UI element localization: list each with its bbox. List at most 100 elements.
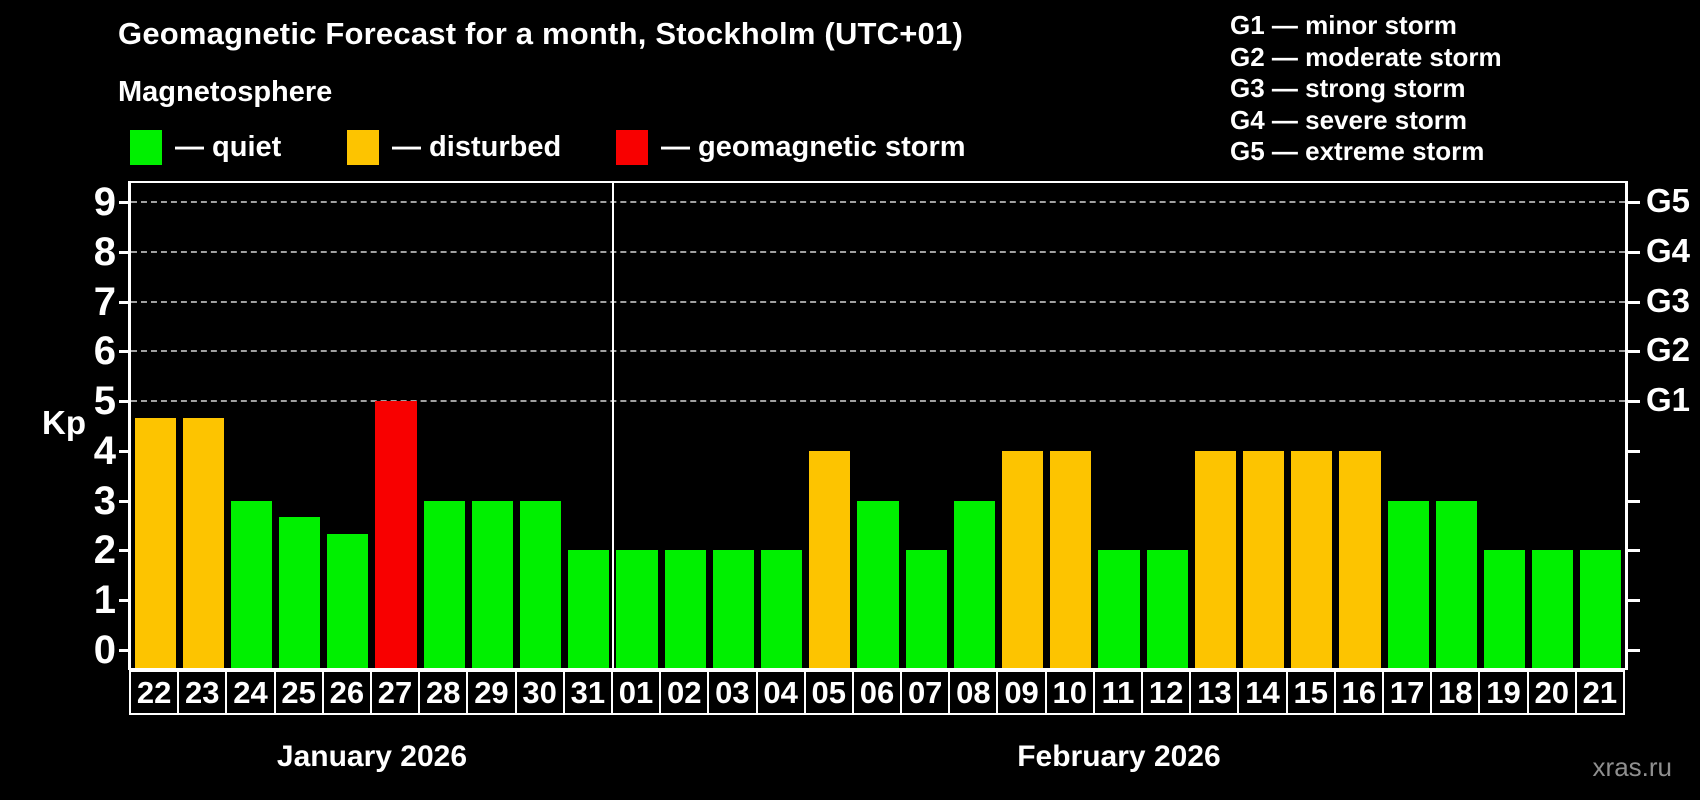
date-cell-21: 21 [1574,670,1625,715]
gridline-kp-9 [131,201,1625,203]
date-cell-15: 15 [1285,670,1336,715]
date-cell-30: 30 [514,670,565,715]
date-cell-25: 25 [273,670,324,715]
date-cell-22: 22 [129,670,180,715]
date-cell-03: 03 [707,670,758,715]
date-cell-05: 05 [803,670,854,715]
legend-storm-label: — geomagnetic storm [661,131,966,163]
date-cell-09: 09 [996,670,1047,715]
kp-bar-day-05 [809,450,851,668]
date-cell-01: 01 [610,670,662,715]
y-tick-label-8: 8 [93,229,116,274]
kp-bar-day-28 [423,500,465,668]
date-cell-10: 10 [1044,670,1095,715]
date-cell-16: 16 [1333,670,1385,715]
right-tick-kp-5 [1628,400,1640,404]
storm-scale-item: G1 — minor storm [1230,10,1457,40]
right-tick-kp-4 [1628,449,1640,453]
kp-bar-day-29 [471,500,514,668]
y-tick-label-7: 7 [93,279,116,324]
kp-bar-day-17 [1387,500,1429,668]
date-cell-29: 29 [466,670,517,715]
left-tick-kp-6 [119,350,131,354]
storm-scale-item: G4 — severe storm [1230,104,1468,135]
month-label-january: January 2026 [276,740,468,773]
date-cell-23: 23 [177,670,228,715]
date-cell-08: 08 [948,670,999,715]
right-tick-kp-6 [1628,350,1640,354]
kp-bar-day-20 [1532,550,1574,668]
kp-bar-day-07 [905,550,947,668]
g-level-label-G1: G1 [1646,381,1691,419]
date-cell-28: 28 [418,670,469,715]
legend-item-quiet: — quiet [130,130,281,165]
gridline-kp-8 [131,250,1625,253]
left-tick-kp-9 [119,201,131,204]
gridline-kp-6 [131,350,1625,353]
right-tick-kp-1 [1628,599,1640,603]
kp-bar-day-04 [761,550,803,668]
month-divider-line [611,183,614,668]
kp-bar-day-25 [279,517,321,668]
date-cell-20: 20 [1526,670,1577,715]
left-tick-kp-2 [119,549,131,553]
left-tick-kp-3 [119,499,131,503]
kp-bar-day-18 [1435,500,1477,668]
g-level-label-G4: G4 [1646,231,1691,269]
y-axis-label: Kp [42,404,86,441]
plot-area [128,181,1628,670]
y-tick-label-5: 5 [93,379,116,424]
kp-bar-day-14 [1242,450,1285,668]
kp-bar-day-01 [616,550,658,668]
kp-bar-day-23 [182,417,224,668]
date-cell-11: 11 [1092,670,1144,715]
kp-bar-day-13 [1194,450,1236,668]
date-cell-06: 06 [851,670,903,715]
kp-bar-day-12 [1146,550,1188,668]
kp-bar-day-31 [568,550,610,668]
date-cell-17: 17 [1382,670,1433,715]
date-cell-14: 14 [1237,670,1288,715]
quiet-color-swatch [130,130,162,165]
left-tick-kp-1 [119,599,131,603]
date-axis-strip: 22 23 24 25 26 27 28 29 30 31 01 02 03 04 05 06 07 08 09 10… [129,670,1629,715]
left-tick-kp-8 [119,250,131,254]
y-tick-label-0: 0 [93,628,116,672]
date-cell-31: 31 [562,670,613,715]
kp-bar-day-22 [134,417,176,668]
kp-bar-day-24 [230,500,273,668]
date-cell-18: 18 [1430,670,1481,715]
watermark: xras.ru [1592,752,1672,782]
g-level-label-G5: G5 [1646,182,1691,219]
right-tick-kp-7 [1628,300,1640,304]
disturbed-color-swatch [347,130,379,165]
y-tick-label-1: 1 [93,578,116,623]
storm-scale-item: G5 — extreme storm [1230,136,1485,167]
kp-bar-day-19 [1483,550,1526,668]
date-cell-13: 13 [1189,670,1240,715]
right-tick-kp-8 [1628,250,1640,254]
legend-quiet-label: — quiet [175,131,282,163]
gridline-kp-5 [131,400,1625,403]
right-tick-kp-0 [1628,649,1640,652]
left-tick-kp-0 [119,649,131,652]
date-cell-24: 24 [225,670,276,715]
chart-subtitle: Magnetosphere [118,76,333,108]
legend-item-storm: — geomagnetic storm [616,130,966,165]
storm-scale-item: G3 — strong storm [1230,73,1466,104]
g-level-label-G2: G2 [1646,331,1691,369]
kp-bar-day-15 [1291,450,1333,668]
y-tick-label-9: 9 [93,180,116,224]
month-label-february: February 2026 [1017,740,1221,773]
legend-disturbed-label: — disturbed [392,131,562,163]
legend-item-disturbed: — disturbed [347,130,561,165]
kp-bar-day-27 [375,401,417,668]
date-cell-02: 02 [659,670,710,715]
kp-bar-day-10 [1050,450,1092,668]
kp-bar-day-06 [857,500,899,668]
y-tick-label-2: 2 [93,528,116,573]
kp-bar-day-16 [1339,450,1381,668]
kp-bar-day-08 [953,500,995,668]
date-cell-19: 19 [1478,670,1529,715]
